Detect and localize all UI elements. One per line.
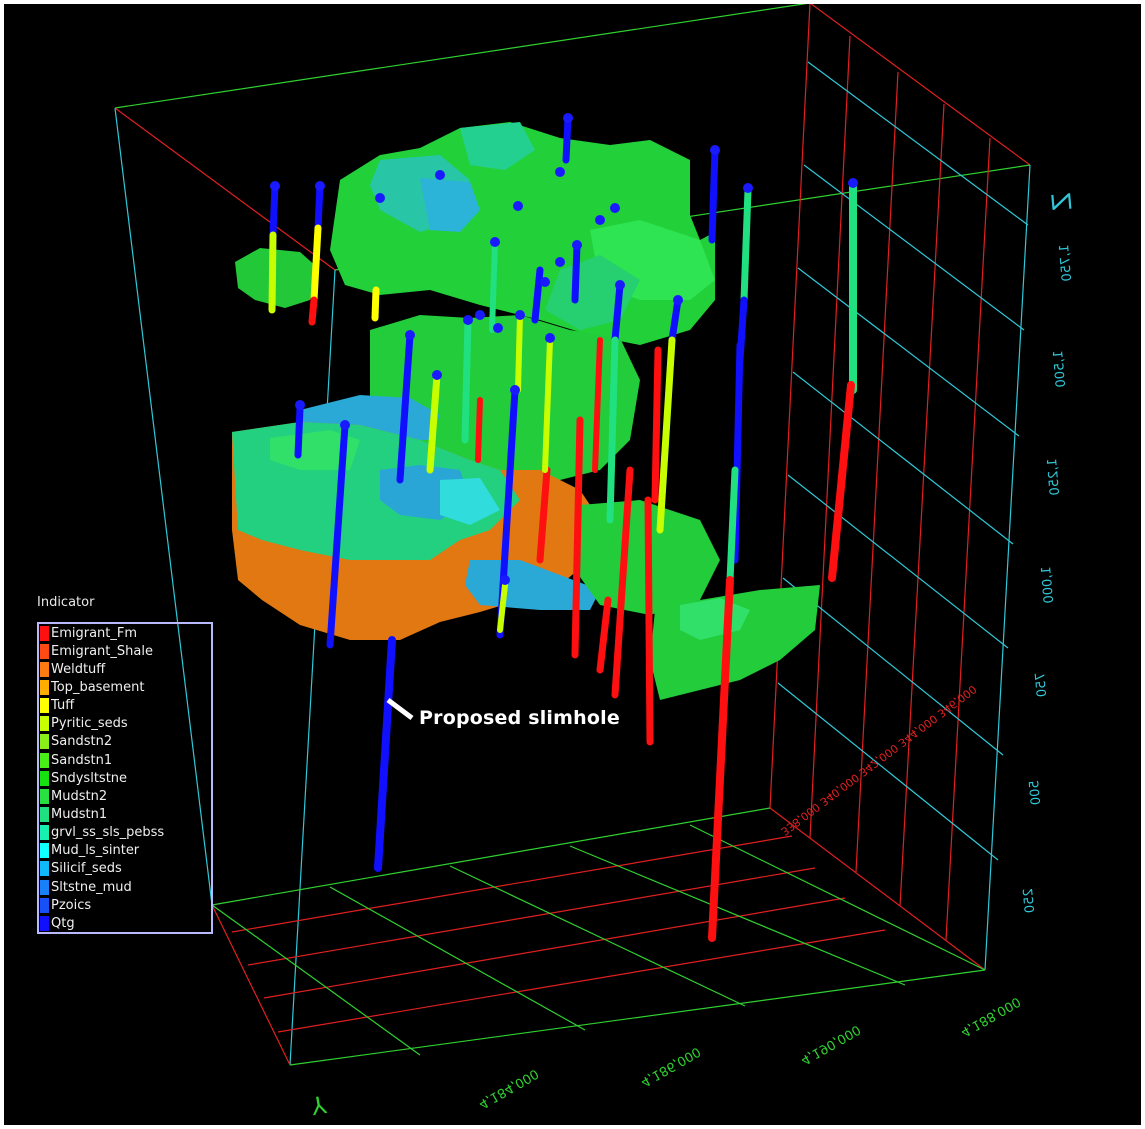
legend-swatch <box>40 643 49 659</box>
z-tick-label: 1,500 <box>1051 350 1069 388</box>
legend-label: Qtg <box>51 915 75 931</box>
legend-swatch <box>40 661 49 677</box>
y-tick-label: 4,190,000 <box>798 1021 863 1067</box>
x-axis-ticks: 338,000 340,000 342,000 344,000 346,000 <box>778 682 979 838</box>
legend-label: Sandstn1 <box>51 752 113 768</box>
z-tick-label: 1,250 <box>1045 458 1063 496</box>
legend-label: Emigrant_Fm <box>51 625 138 641</box>
legend-item: Sandstn1 <box>39 751 211 769</box>
x-tick-labels: 338,000 340,000 342,000 344,000 346,000 <box>778 682 979 838</box>
z-tick-label: 250 <box>1021 888 1038 914</box>
slimhole-annotation: Proposed slimhole <box>419 707 620 729</box>
legend-label: grvl_ss_sls_pebss <box>51 825 165 841</box>
z-tick-label: 1,750 <box>1057 244 1075 282</box>
indicator-legend: Indicator Emigrant_Fm Emigrant_Shale Weldt… <box>37 595 213 935</box>
legend-swatch <box>40 679 49 695</box>
legend-box: Emigrant_Fm Emigrant_Shale Weldtuff Top_bas… <box>37 622 213 935</box>
geology-scene: 1,750 1,500 1,250 1,000 750 500 250 Z 4,… <box>114 4 1079 1120</box>
legend-item: Pzoics <box>39 896 211 914</box>
legend-label: Sandstn2 <box>51 734 113 750</box>
legend-item: Sandstn2 <box>39 733 211 751</box>
legend-swatch <box>40 734 49 750</box>
y-axis-ticks: 4,184,000 4,186,000 4,190,000 4,188,000 … <box>308 993 1023 1119</box>
legend-label: Emigrant_Shale <box>51 643 153 659</box>
z-axis-ticks: 1,750 1,500 1,250 1,000 750 500 250 Z <box>1021 191 1078 913</box>
middle-formation-body <box>232 315 720 640</box>
legend-label: Mudstn1 <box>51 806 108 822</box>
z-axis-label: Z <box>1047 191 1078 211</box>
legend-label: Top_basement <box>51 679 145 695</box>
y-tick-label: 4,188,000 <box>958 993 1023 1039</box>
legend-swatch <box>40 861 49 877</box>
legend-title: Indicator <box>37 595 95 610</box>
y-tick-label: 4,186,000 <box>638 1043 703 1089</box>
legend-label: Sltstne_mud <box>51 879 132 895</box>
y-axis-label: Y <box>308 1089 329 1119</box>
legend-item: Tuff <box>39 697 211 715</box>
legend-item: Sndysltstne <box>39 769 211 787</box>
legend-item: grvl_ss_sls_pebss <box>39 824 211 842</box>
z-tick-label: 1,000 <box>1039 566 1057 604</box>
legend-label: Mudstn2 <box>51 788 108 804</box>
upper-formation-body <box>235 122 715 345</box>
legend-label: Pyritic_seds <box>51 716 128 732</box>
legend-item: Mudstn2 <box>39 787 211 805</box>
legend-item: Emigrant_Fm <box>39 624 211 642</box>
legend-swatch <box>40 625 49 641</box>
legend-label: Tuff <box>51 698 75 714</box>
legend-label: Weldtuff <box>51 661 106 677</box>
wells <box>268 114 857 942</box>
z-tick-label: 500 <box>1027 780 1044 806</box>
legend-swatch <box>40 806 49 822</box>
legend-swatch <box>40 915 49 931</box>
legend-item: Pyritic_seds <box>39 715 211 733</box>
z-tick-label: 750 <box>1033 672 1050 698</box>
y-tick-label: 4,184,000 <box>476 1065 541 1111</box>
legend-label: Pzoics <box>51 897 92 913</box>
legend-item: Qtg <box>39 914 211 932</box>
legend-swatch <box>40 752 49 768</box>
legend-item: Top_basement <box>39 678 211 696</box>
legend-swatch <box>40 698 49 714</box>
legend-swatch <box>40 897 49 913</box>
slimhole-pointer <box>386 698 414 720</box>
legend-swatch <box>40 770 49 786</box>
legend-swatch <box>40 879 49 895</box>
legend-label: Silicif_seds <box>51 861 122 877</box>
legend-item: Weldtuff <box>39 660 211 678</box>
legend-item: Sltstne_mud <box>39 878 211 896</box>
legend-item: Mud_ls_sinter <box>39 842 211 860</box>
well-tops <box>270 113 858 585</box>
legend-swatch <box>40 825 49 841</box>
legend-item: Emigrant_Shale <box>39 642 211 660</box>
legend-item: Silicif_seds <box>39 860 211 878</box>
3d-viewport[interactable]: 1,750 1,500 1,250 1,000 750 500 250 Z 4,… <box>4 4 1141 1125</box>
legend-label: Mud_ls_sinter <box>51 843 140 859</box>
legend-label: Sndysltstne <box>51 770 128 786</box>
legend-swatch <box>40 843 49 859</box>
legend-item: Mudstn1 <box>39 805 211 823</box>
bounding-box <box>114 4 1031 1066</box>
legend-swatch <box>40 716 49 732</box>
legend-swatch <box>40 788 49 804</box>
